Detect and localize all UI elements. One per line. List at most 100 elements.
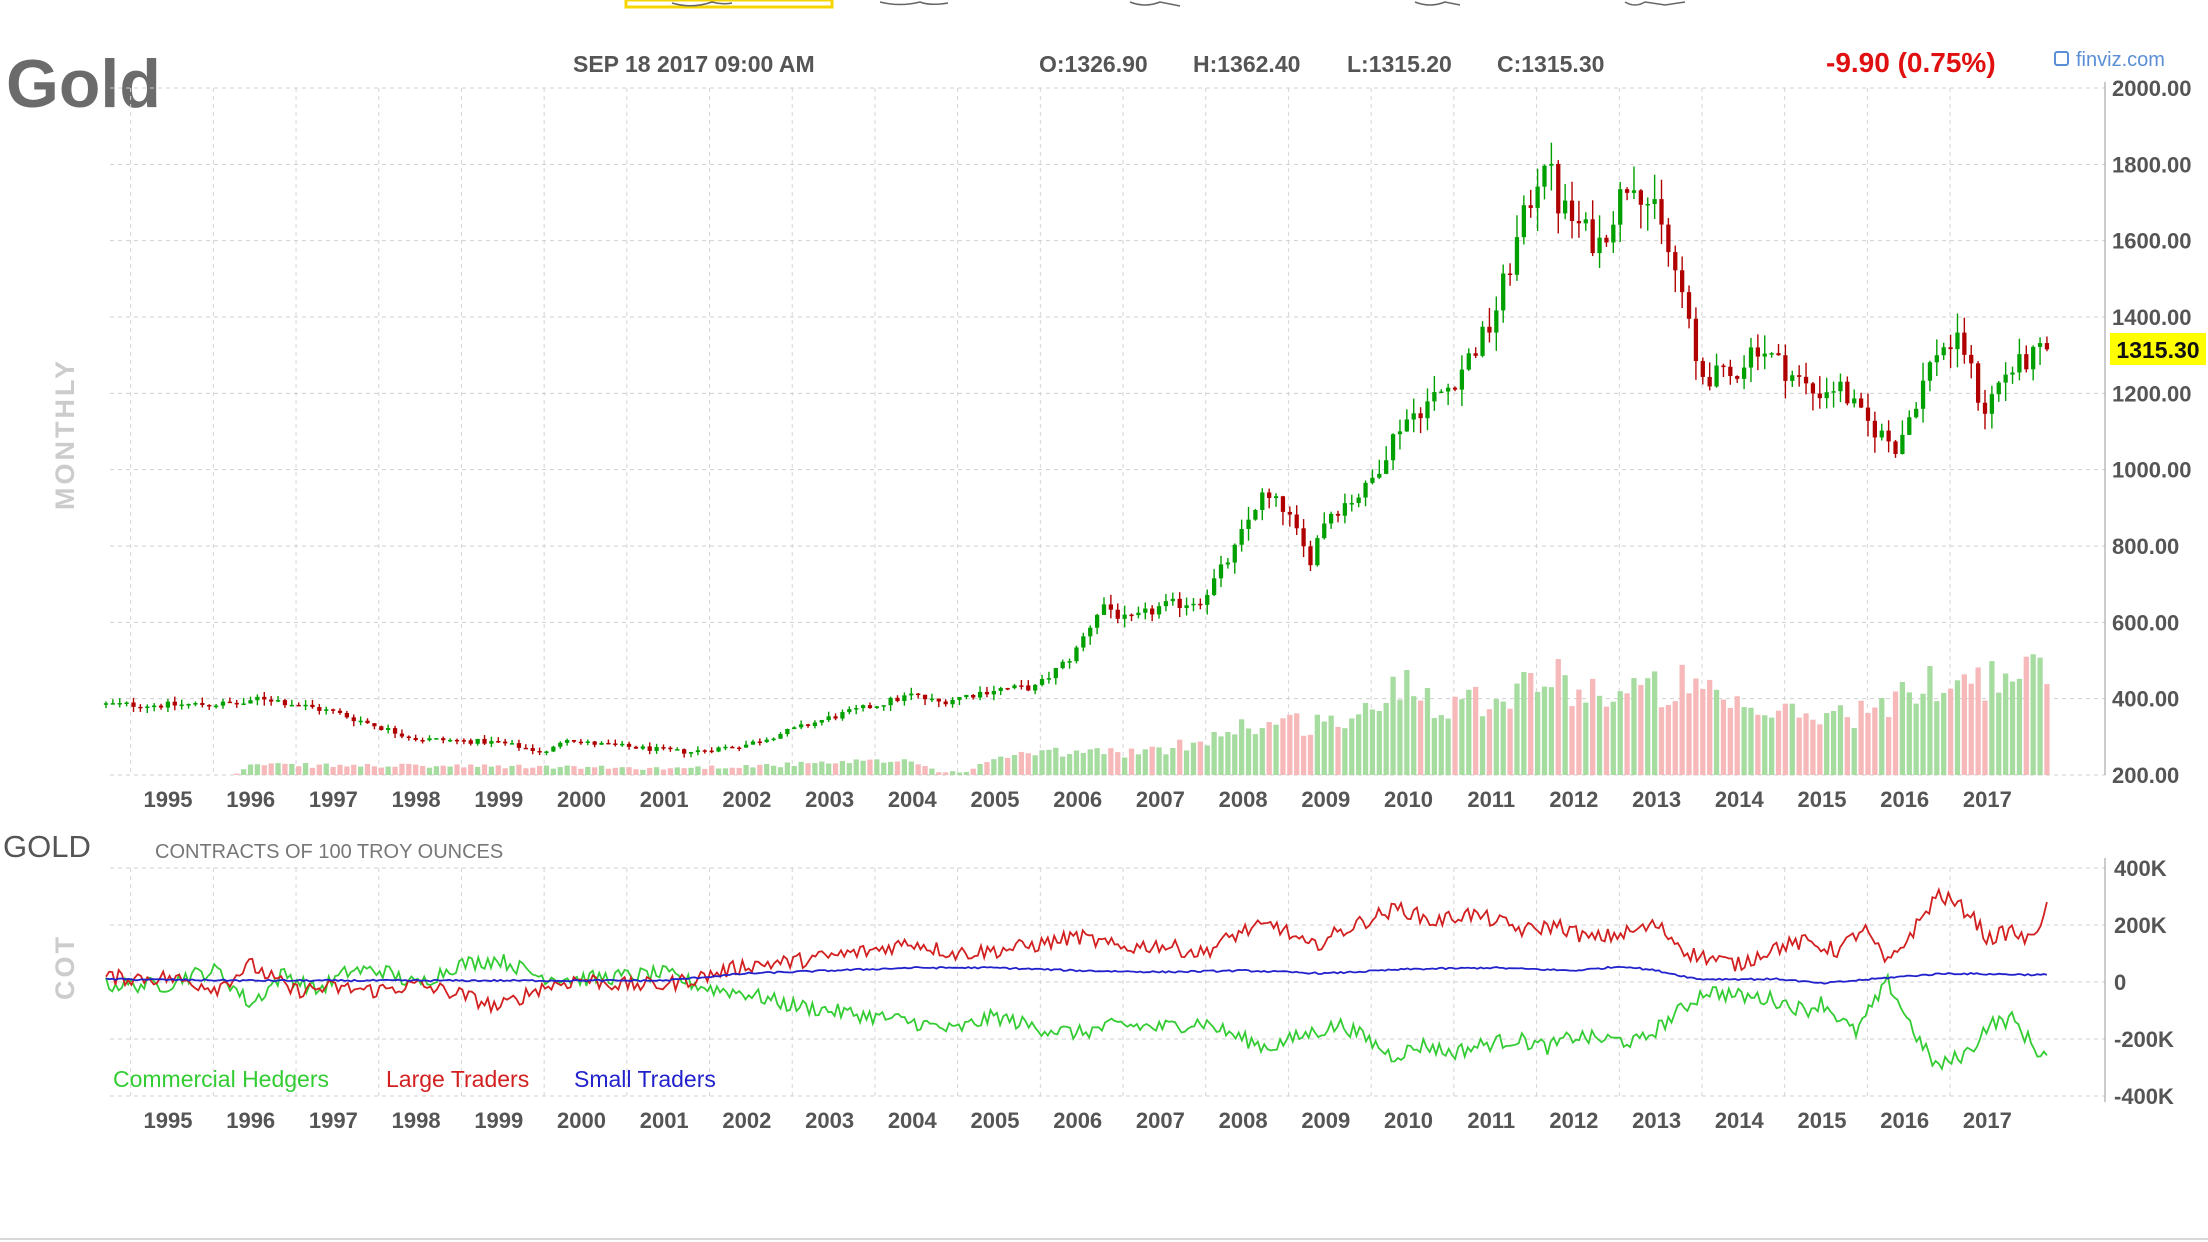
volume-bar — [1624, 693, 1630, 775]
volume-bar — [653, 767, 660, 775]
volume-bar — [1287, 714, 1293, 775]
candle-body — [145, 706, 150, 709]
volume-bar — [502, 768, 508, 775]
candle-body — [482, 738, 487, 744]
candle-body — [1927, 362, 1933, 381]
volume-bar — [1899, 682, 1906, 775]
volume-bar — [1032, 755, 1038, 775]
volume-bar — [784, 762, 791, 775]
candle-body — [1528, 205, 1533, 208]
tab-glyph-2 — [879, 1, 949, 6]
candle-body — [330, 709, 336, 711]
candle-body — [1604, 237, 1609, 243]
volume-bar — [316, 764, 322, 775]
candle-body — [1741, 367, 1747, 379]
candle-body — [943, 701, 948, 705]
volume-bar — [1961, 674, 1967, 775]
candle-body — [310, 704, 315, 708]
candle-body — [406, 736, 411, 739]
price-y-tick-label: 2000.00 — [2112, 76, 2192, 101]
candle-body — [1645, 203, 1650, 206]
volume-bar — [729, 767, 735, 775]
price-candles — [103, 142, 2050, 758]
candle-body — [716, 747, 721, 752]
candle-body — [1294, 514, 1299, 529]
candle-body — [165, 701, 171, 708]
candle-body — [971, 694, 976, 698]
volume-bar — [1872, 707, 1878, 775]
cot-side-label: COT — [50, 934, 80, 1000]
candle-body — [613, 743, 618, 745]
candle-body — [1067, 661, 1072, 663]
volume-bar — [1975, 667, 1981, 775]
candle-body — [1150, 608, 1155, 615]
volume-bar — [454, 764, 460, 775]
candle-body — [1920, 380, 1926, 409]
finviz-link[interactable]: finviz.com — [2076, 49, 2165, 71]
volume-bar — [984, 762, 990, 775]
candle-body — [324, 709, 329, 711]
volume-bar — [447, 766, 453, 775]
candle-body — [516, 743, 522, 748]
candle-body — [1748, 347, 1754, 368]
candle-body — [530, 748, 535, 752]
cot-x-tick-label: 2004 — [888, 1108, 938, 1133]
candle-body — [888, 697, 893, 706]
volume-bar — [812, 763, 818, 775]
volume-bar — [826, 763, 832, 775]
candle-body — [854, 708, 859, 710]
candle-body — [1012, 685, 1017, 689]
candle-body — [1473, 353, 1478, 356]
candle-body — [1466, 353, 1471, 370]
price-x-tick-label: 2007 — [1136, 787, 1185, 812]
volume-bar — [2016, 678, 2023, 775]
volume-bar — [1858, 700, 1864, 775]
volume-bar — [1851, 727, 1857, 775]
candle-body — [1824, 392, 1829, 399]
candle-body — [200, 703, 205, 705]
candle-body — [1459, 369, 1465, 390]
volume-bar — [1534, 691, 1541, 775]
volume-bar — [1569, 706, 1575, 775]
candle-body — [1797, 375, 1802, 377]
candle-body — [255, 696, 260, 701]
candle-body — [792, 727, 797, 729]
volume-bars — [234, 654, 2050, 775]
volume-bar — [1865, 713, 1871, 775]
finviz-brand[interactable]: finviz.com — [2054, 49, 2165, 71]
volume-bar — [1404, 670, 1410, 775]
candle-body — [1521, 205, 1526, 238]
volume-bar — [585, 766, 591, 775]
volume-bar — [1239, 719, 1245, 775]
cot-x-tick-label: 2003 — [805, 1108, 854, 1133]
candle-body — [606, 742, 611, 745]
volume-bar — [2037, 657, 2043, 775]
volume-bar — [440, 765, 446, 775]
candle-body — [537, 751, 542, 753]
symbol-title: Gold — [6, 46, 161, 122]
candle-body — [585, 741, 590, 743]
candle-body — [1452, 387, 1458, 390]
volume-bar — [1004, 757, 1011, 775]
volume-bar — [695, 766, 701, 775]
volume-bar — [647, 767, 653, 775]
volume-bar — [240, 769, 247, 775]
candle-body — [675, 749, 680, 751]
volume-bar — [1768, 717, 1775, 775]
volume-bar — [1892, 691, 1899, 775]
volume-bar — [543, 765, 550, 775]
candle-body — [1693, 318, 1699, 362]
volume-bar — [406, 763, 412, 775]
selected-tab-outline[interactable] — [624, 0, 834, 9]
volume-bar — [1514, 683, 1520, 775]
candle-body — [1845, 381, 1850, 404]
volume-bar — [530, 767, 536, 775]
candle-body — [1384, 460, 1389, 474]
candle-body — [702, 750, 707, 752]
cot-x-tick-label: 1995 — [144, 1108, 193, 1133]
candle-body — [1129, 614, 1134, 617]
volume-bar — [963, 771, 969, 775]
volume-bar — [2023, 656, 2029, 775]
volume-bar — [1886, 717, 1892, 775]
